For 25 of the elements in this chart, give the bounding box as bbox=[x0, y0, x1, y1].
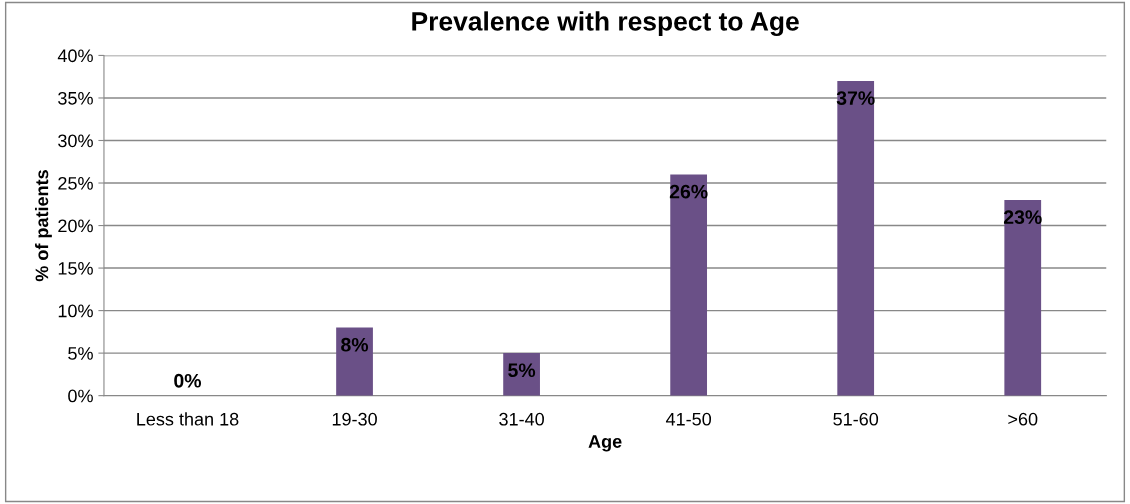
x-tick-label: 31-40 bbox=[499, 412, 544, 426]
y-tick-label: 35% bbox=[58, 91, 93, 105]
x-tick-label: 51-60 bbox=[833, 412, 879, 426]
data-label: 0% bbox=[174, 373, 202, 388]
bar bbox=[336, 327, 373, 396]
y-tick-label: 25% bbox=[58, 176, 93, 190]
y-tick-label: 10% bbox=[58, 304, 93, 318]
y-tick-label: 40% bbox=[57, 49, 93, 63]
bar bbox=[837, 80, 875, 396]
x-tick-label: 41-50 bbox=[665, 412, 712, 426]
y-tick-label: 15% bbox=[58, 262, 93, 275]
y-tick-label: 5% bbox=[68, 347, 93, 360]
chart-title: Prevalence with respect to Age bbox=[412, 11, 799, 37]
x-axis-title: Age bbox=[588, 435, 622, 452]
y-tick-label: 20% bbox=[58, 219, 93, 233]
x-tick-label: 19-30 bbox=[332, 412, 377, 426]
bar bbox=[670, 174, 708, 396]
y-tick-label: 0% bbox=[68, 389, 93, 403]
data-label: 5% bbox=[508, 363, 536, 378]
x-tick-label: Less than 18 bbox=[137, 412, 239, 426]
y-tick-label: 30% bbox=[58, 134, 93, 148]
data-label: 8% bbox=[341, 337, 369, 352]
bar bbox=[1004, 200, 1042, 396]
x-tick-label: >60 bbox=[1008, 412, 1038, 426]
y-axis-title: % of patients bbox=[35, 170, 52, 282]
